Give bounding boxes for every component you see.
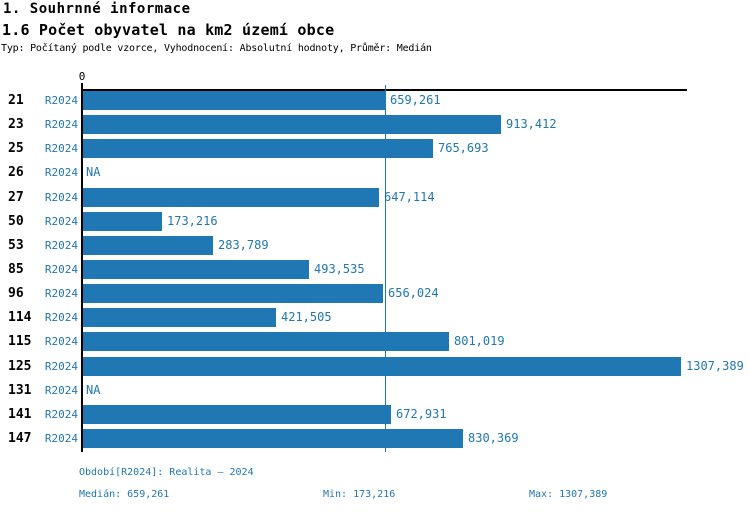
bar — [83, 308, 276, 327]
row-category-label: 147 — [8, 431, 32, 446]
bar-row: 85 R2024 493,535 — [0, 260, 750, 279]
bar-value-label: 173,216 — [167, 214, 218, 228]
bar-row: 147 R2024 830,369 — [0, 429, 750, 448]
bar — [83, 405, 391, 424]
row-category-label: 25 — [8, 141, 24, 156]
footer-period: Období[R2024]: Realita – 2024 — [79, 467, 254, 478]
bar-row: 27 R2024 647,114 — [0, 188, 750, 207]
bar-row: 25 R2024 765,693 — [0, 139, 750, 158]
row-series-label: R2024 — [44, 215, 78, 228]
x-axis-zero-label: 0 — [78, 70, 86, 83]
bar-value-label: 672,931 — [396, 407, 447, 421]
bar — [83, 260, 309, 279]
bar-row: 115 R2024 801,019 — [0, 332, 750, 351]
footer-min: Min: 173,216 — [323, 489, 396, 500]
bar-value-label: 283,789 — [218, 238, 269, 252]
bar-row: 23 R2024 913,412 — [0, 115, 750, 134]
bar — [83, 91, 385, 110]
bar-row: 50 R2024 173,216 — [0, 212, 750, 231]
bar — [83, 139, 433, 158]
bar-row: 125 R2024 1307,389 — [0, 357, 750, 376]
bar-value-label: 1307,389 — [686, 359, 744, 373]
bar-row: 53 R2024 283,789 — [0, 236, 750, 255]
row-series-label: R2024 — [44, 384, 78, 397]
footer-median: Medián: 659,261 — [79, 489, 170, 500]
chart-subtitle: Typ: Počítaný podle vzorce, Vyhodnocení:… — [1, 43, 432, 54]
row-series-label: R2024 — [44, 191, 78, 204]
na-value-label: NA — [86, 383, 101, 397]
row-series-label: R2024 — [44, 166, 78, 179]
row-series-label: R2024 — [44, 360, 78, 373]
bar — [83, 236, 213, 255]
x-axis-line — [81, 89, 687, 91]
row-category-label: 96 — [8, 286, 24, 301]
row-series-label: R2024 — [44, 432, 78, 445]
row-series-label: R2024 — [44, 408, 78, 421]
row-category-label: 53 — [8, 238, 24, 253]
row-category-label: 85 — [8, 262, 24, 277]
bar — [83, 212, 162, 231]
bar — [83, 357, 681, 376]
bar-row: 141 R2024 672,931 — [0, 405, 750, 424]
bar-row: 21 R2024 659,261 — [0, 91, 750, 110]
bar — [83, 188, 379, 207]
row-series-label: R2024 — [44, 263, 78, 276]
row-category-label: 125 — [8, 359, 32, 374]
bar-value-label: 647,114 — [384, 190, 435, 204]
y-axis-line — [81, 89, 83, 452]
row-category-label: 131 — [8, 383, 32, 398]
footer-max: Max: 1307,389 — [529, 489, 608, 500]
median-line — [385, 85, 386, 452]
bar-value-label: 830,369 — [468, 431, 519, 445]
bar-value-label: 659,261 — [390, 93, 441, 107]
row-series-label: R2024 — [44, 335, 78, 348]
row-category-label: 26 — [8, 165, 24, 180]
bar-row: 26 R2024 NA — [0, 163, 750, 182]
bar-value-label: 913,412 — [506, 117, 557, 131]
chart-title: 1.6 Počet obyvatel na km2 území obce — [2, 21, 335, 39]
bar — [83, 332, 449, 351]
bar-row: 96 R2024 656,024 — [0, 284, 750, 303]
row-series-label: R2024 — [44, 94, 78, 107]
section-title: 1. Souhrnné informace — [3, 1, 191, 17]
row-category-label: 115 — [8, 334, 32, 349]
x-axis-zero-tick — [81, 83, 83, 89]
bar — [83, 115, 501, 134]
row-series-label: R2024 — [44, 142, 78, 155]
row-series-label: R2024 — [44, 239, 78, 252]
bar — [83, 429, 463, 448]
bar — [83, 284, 383, 303]
row-category-label: 50 — [8, 214, 24, 229]
row-series-label: R2024 — [44, 287, 78, 300]
row-category-label: 27 — [8, 190, 24, 205]
row-category-label: 21 — [8, 93, 24, 108]
bar-value-label: 421,505 — [281, 310, 332, 324]
bar-value-label: 656,024 — [388, 286, 439, 300]
bar-value-label: 765,693 — [438, 141, 489, 155]
bar-value-label: 493,535 — [314, 262, 365, 276]
row-category-label: 114 — [8, 310, 32, 325]
bar-row: 114 R2024 421,505 — [0, 308, 750, 327]
row-series-label: R2024 — [44, 118, 78, 131]
bar-row: 131 R2024 NA — [0, 381, 750, 400]
row-category-label: 141 — [8, 407, 32, 422]
row-series-label: R2024 — [44, 311, 78, 324]
row-category-label: 23 — [8, 117, 24, 132]
na-value-label: NA — [86, 165, 101, 179]
bar-value-label: 801,019 — [454, 334, 505, 348]
